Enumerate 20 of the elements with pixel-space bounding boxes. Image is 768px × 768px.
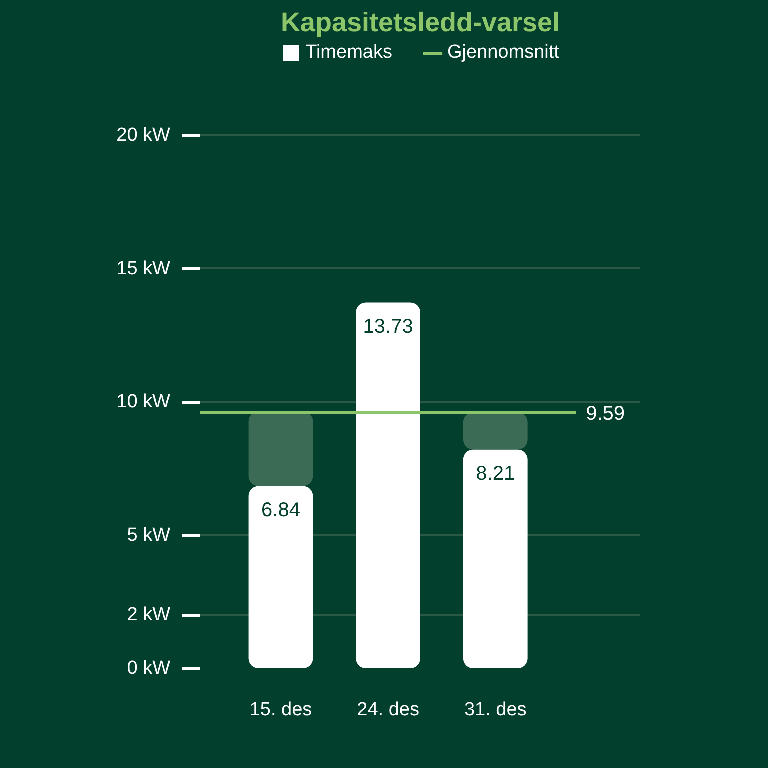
y-tick-label: 10 kW (116, 392, 171, 413)
x-tick-label: 24. des (357, 700, 420, 720)
bar (248, 486, 314, 668)
y-tick-label: 15 kW (116, 258, 171, 280)
bar (463, 412, 528, 450)
y-tick-label: 2 kW (127, 604, 171, 626)
y-tick-label: 20 kW (116, 125, 171, 146)
data-label: 8.21 (476, 462, 516, 485)
data-label: 13.73 (363, 316, 414, 338)
x-tick-label: 15. des (250, 700, 312, 720)
annotation: 9.59 (586, 403, 626, 426)
y-tick-label: 0 kW (127, 658, 171, 679)
y-tick-label: 5 kW (127, 524, 171, 546)
legend-label: Timemaks (306, 42, 392, 64)
bar (356, 302, 420, 668)
chart-title: Kapasitetsledd-varsel (280, 8, 560, 38)
bar (463, 450, 528, 668)
x-tick-label: 31. des (464, 700, 527, 720)
legend-label: Gjennomsnitt (447, 42, 560, 64)
data-label: 6.84 (262, 499, 300, 522)
